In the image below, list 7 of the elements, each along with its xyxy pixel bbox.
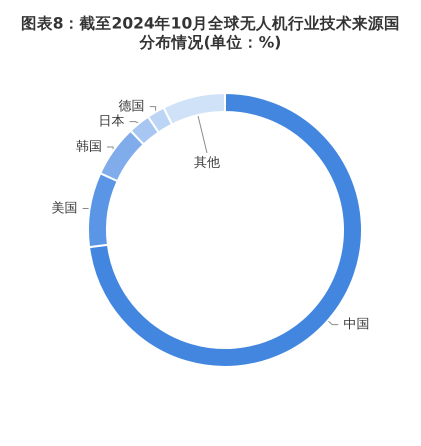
slice-label: 美国	[52, 200, 78, 216]
slice-label: 德国	[118, 99, 145, 114]
slice-label: 日本	[98, 114, 124, 130]
slice-label: 中国	[343, 317, 370, 332]
chart-title: 图表8：截至2024年10月全球无人机行业技术来源国分布情况(单位：%)	[20, 14, 400, 52]
slice-label: 其他	[194, 156, 220, 170]
slice-label: 韩国	[76, 140, 102, 155]
